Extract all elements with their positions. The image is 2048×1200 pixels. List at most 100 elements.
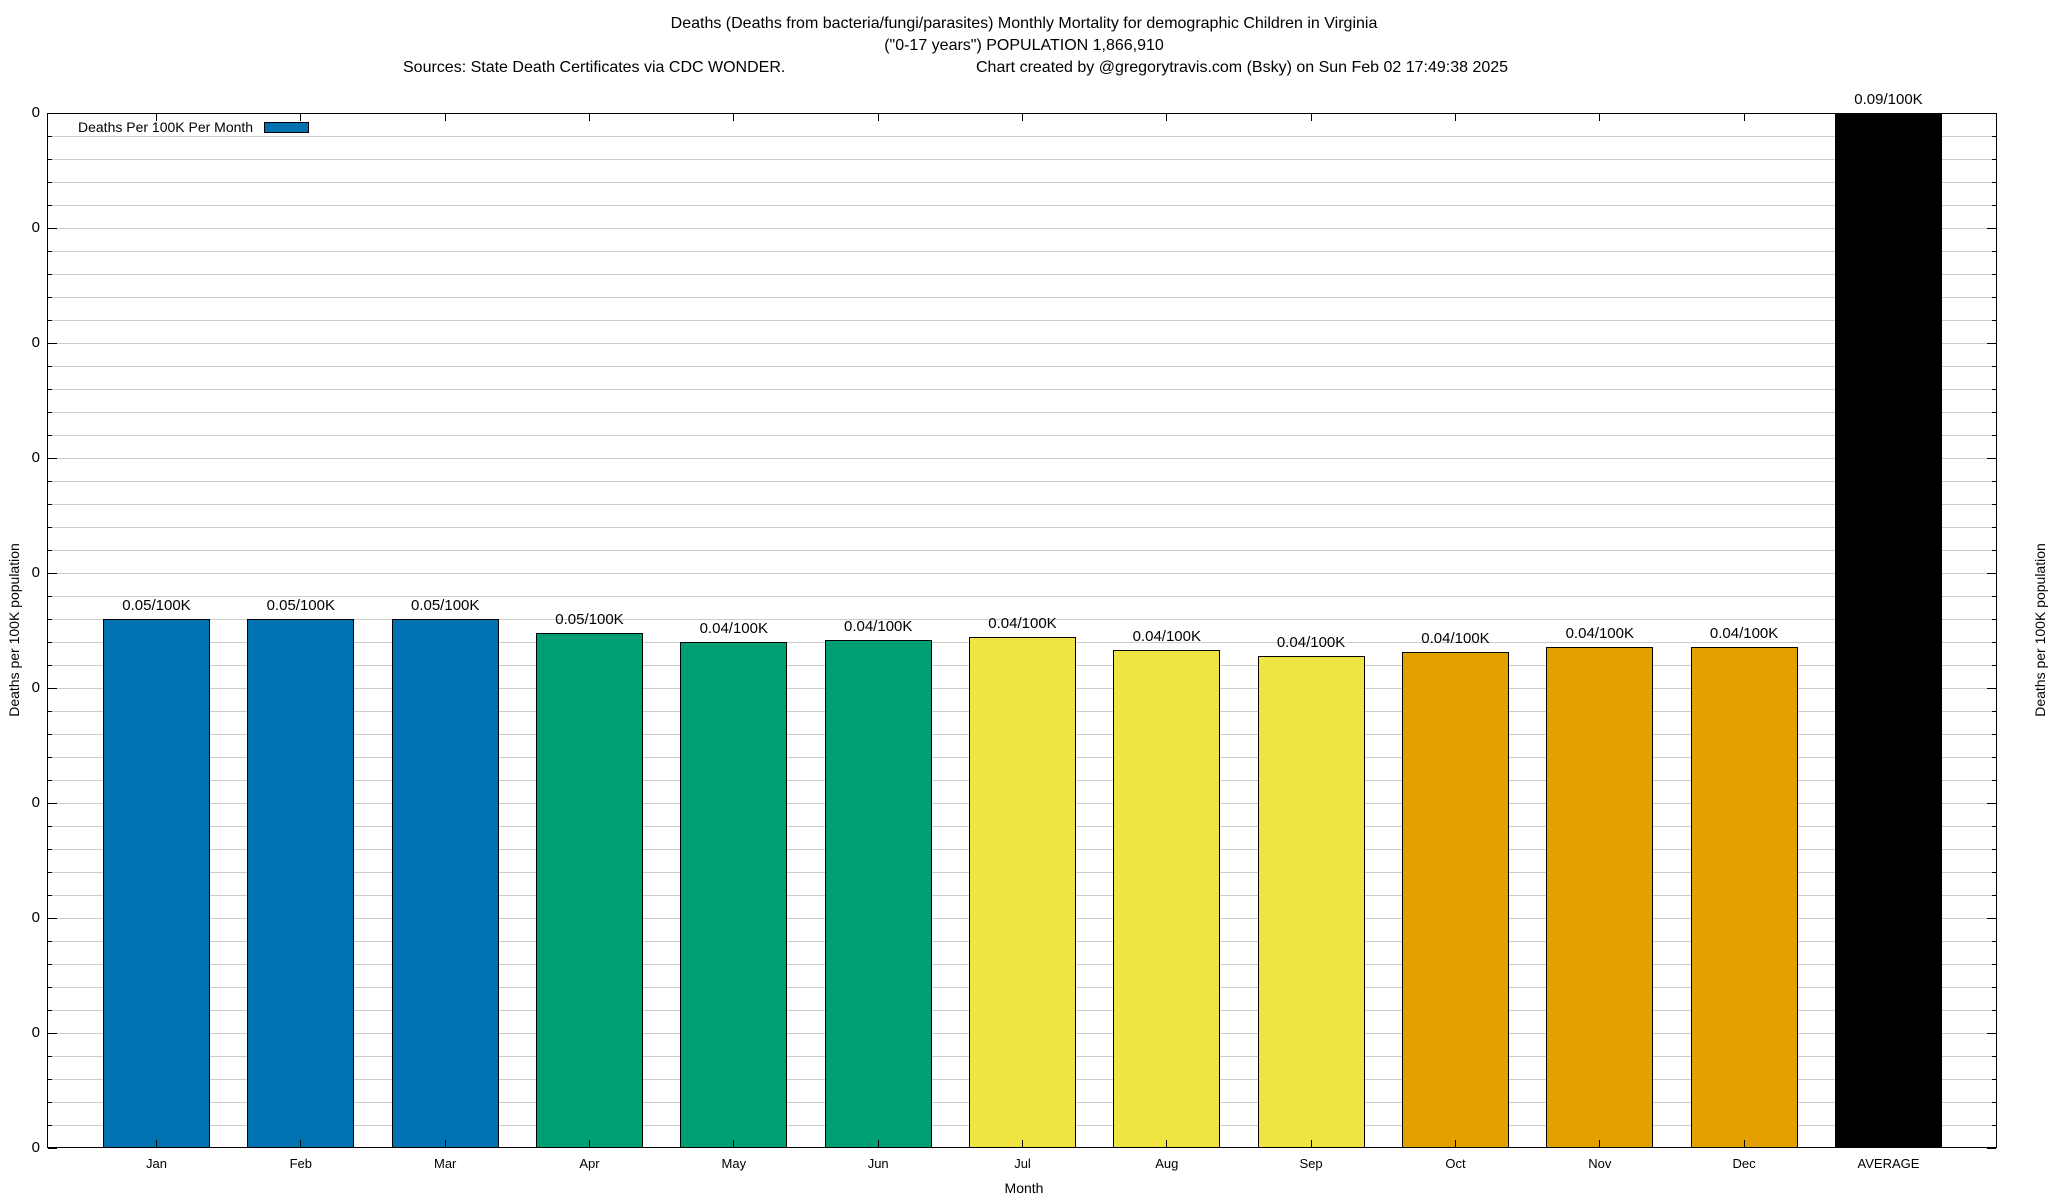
y-gridline bbox=[48, 274, 1996, 275]
y-axis-tick bbox=[1992, 526, 1996, 528]
legend-swatch-icon bbox=[264, 122, 310, 133]
y-gridline bbox=[48, 412, 1996, 413]
y-axis-tick bbox=[1992, 1078, 1996, 1080]
x-axis-tick bbox=[1888, 114, 1889, 121]
x-axis-tick bbox=[1166, 1140, 1168, 1147]
y-gridline bbox=[48, 481, 1996, 482]
x-axis-tick bbox=[156, 1140, 157, 1147]
x-axis-tick bbox=[1888, 1140, 1889, 1147]
y-gridline bbox=[48, 573, 1996, 574]
x-axis-tick bbox=[300, 1140, 302, 1147]
y-gridline bbox=[48, 320, 1996, 321]
y-axis-tick bbox=[48, 1124, 52, 1126]
y-gridline bbox=[48, 297, 1996, 298]
x-tick-label: Aug bbox=[1155, 1156, 1179, 1171]
y-axis-tick bbox=[48, 250, 52, 252]
y-axis-tick bbox=[1992, 871, 1996, 873]
y-axis-tick bbox=[48, 1147, 57, 1149]
y-axis-tick bbox=[48, 1009, 52, 1011]
bar-value-label: 0.05/100K bbox=[266, 597, 335, 614]
y-axis-tick bbox=[1992, 250, 1996, 252]
y-axis-tick bbox=[1992, 1055, 1996, 1057]
credit-text: Chart created by @gregorytravis.com (Bsk… bbox=[976, 59, 1509, 76]
y-axis-tick bbox=[48, 664, 52, 666]
y-axis-tick bbox=[48, 687, 57, 689]
y-axis-tick bbox=[48, 135, 52, 137]
y-axis-tick bbox=[48, 319, 52, 321]
y-axis-tick bbox=[48, 1055, 52, 1057]
x-axis-tick bbox=[877, 1140, 879, 1147]
bar-oct bbox=[1402, 652, 1509, 1148]
x-tick-label: May bbox=[721, 1156, 747, 1171]
y-axis-tick bbox=[48, 480, 52, 482]
bar-apr bbox=[536, 632, 643, 1148]
x-axis-tick bbox=[156, 114, 157, 121]
x-axis-tick bbox=[300, 114, 302, 121]
y-gridline bbox=[48, 504, 1996, 505]
y-axis-tick bbox=[1992, 664, 1996, 666]
y-axis-tick bbox=[48, 641, 52, 643]
y-gridline bbox=[48, 159, 1996, 160]
y-gridline bbox=[48, 205, 1996, 206]
y-tick-label: 0 bbox=[31, 564, 40, 581]
y-axis-tick bbox=[48, 1101, 52, 1103]
y-axis-tick bbox=[1987, 687, 1996, 689]
y-gridline bbox=[48, 136, 1996, 137]
x-axis-tick bbox=[1599, 1140, 1601, 1147]
y-axis-tick bbox=[48, 204, 52, 206]
bar-jan bbox=[103, 619, 210, 1148]
y-axis-tick bbox=[1992, 503, 1996, 505]
x-axis-tick bbox=[589, 114, 590, 121]
y-gridline bbox=[48, 251, 1996, 252]
x-axis-tick bbox=[733, 114, 735, 121]
x-axis-tick bbox=[1310, 1140, 1312, 1147]
x-axis-tick bbox=[1455, 1140, 1456, 1147]
bar-nov bbox=[1546, 646, 1654, 1148]
y-axis-tick bbox=[48, 595, 52, 597]
y-axis-tick bbox=[1987, 802, 1996, 804]
y-axis-tick bbox=[48, 894, 52, 896]
bar-average bbox=[1835, 113, 1942, 1148]
bar-value-label: 0.05/100K bbox=[410, 597, 480, 614]
y-axis-tick bbox=[48, 181, 52, 183]
y-axis-tick bbox=[1987, 227, 1996, 229]
y-axis-tick bbox=[48, 756, 52, 758]
x-axis-tick bbox=[1022, 1140, 1023, 1147]
y-axis-tick bbox=[1992, 986, 1996, 988]
y-axis-tick bbox=[48, 503, 52, 505]
y-axis-tick bbox=[48, 940, 52, 942]
y-axis-tick bbox=[48, 825, 52, 827]
bar-aug bbox=[1113, 650, 1221, 1148]
y-axis-tick bbox=[48, 963, 52, 965]
x-axis-tick bbox=[1599, 114, 1601, 121]
y-axis-tick bbox=[1992, 595, 1996, 597]
y-axis-tick bbox=[1987, 112, 1996, 114]
bar-value-label: 0.04/100K bbox=[1132, 628, 1201, 645]
y-gridline bbox=[48, 182, 1996, 183]
y-axis-tick bbox=[1992, 411, 1996, 413]
y-axis-tick bbox=[1992, 319, 1996, 321]
y-axis-tick bbox=[1987, 572, 1996, 574]
y-tick-label: 0 bbox=[31, 1139, 40, 1156]
y-axis-tick bbox=[1992, 480, 1996, 482]
x-tick-label: Mar bbox=[433, 1156, 457, 1171]
y-axis-tick bbox=[48, 848, 52, 850]
x-tick-label: Oct bbox=[1445, 1156, 1466, 1171]
y-tick-label: 0 bbox=[31, 679, 40, 696]
y-axis-tick bbox=[1992, 204, 1996, 206]
y-axis-tick bbox=[1992, 779, 1996, 781]
y-axis-tick bbox=[1992, 1009, 1996, 1011]
y-axis-tick bbox=[1992, 365, 1996, 367]
y-axis-tick bbox=[48, 549, 52, 551]
y-gridline bbox=[48, 619, 1996, 620]
y-tick-label: 0 bbox=[31, 104, 40, 121]
bar-value-label: 0.05/100K bbox=[122, 597, 191, 614]
y-axis-tick bbox=[1992, 1101, 1996, 1103]
x-axis-tick bbox=[444, 114, 446, 121]
y-axis-tick bbox=[48, 342, 57, 344]
y-axis-tick bbox=[48, 733, 52, 735]
y-axis-tick bbox=[1987, 457, 1996, 459]
bar-dec bbox=[1690, 646, 1798, 1148]
y-axis-tick bbox=[48, 871, 52, 873]
y-axis-tick bbox=[48, 158, 52, 160]
